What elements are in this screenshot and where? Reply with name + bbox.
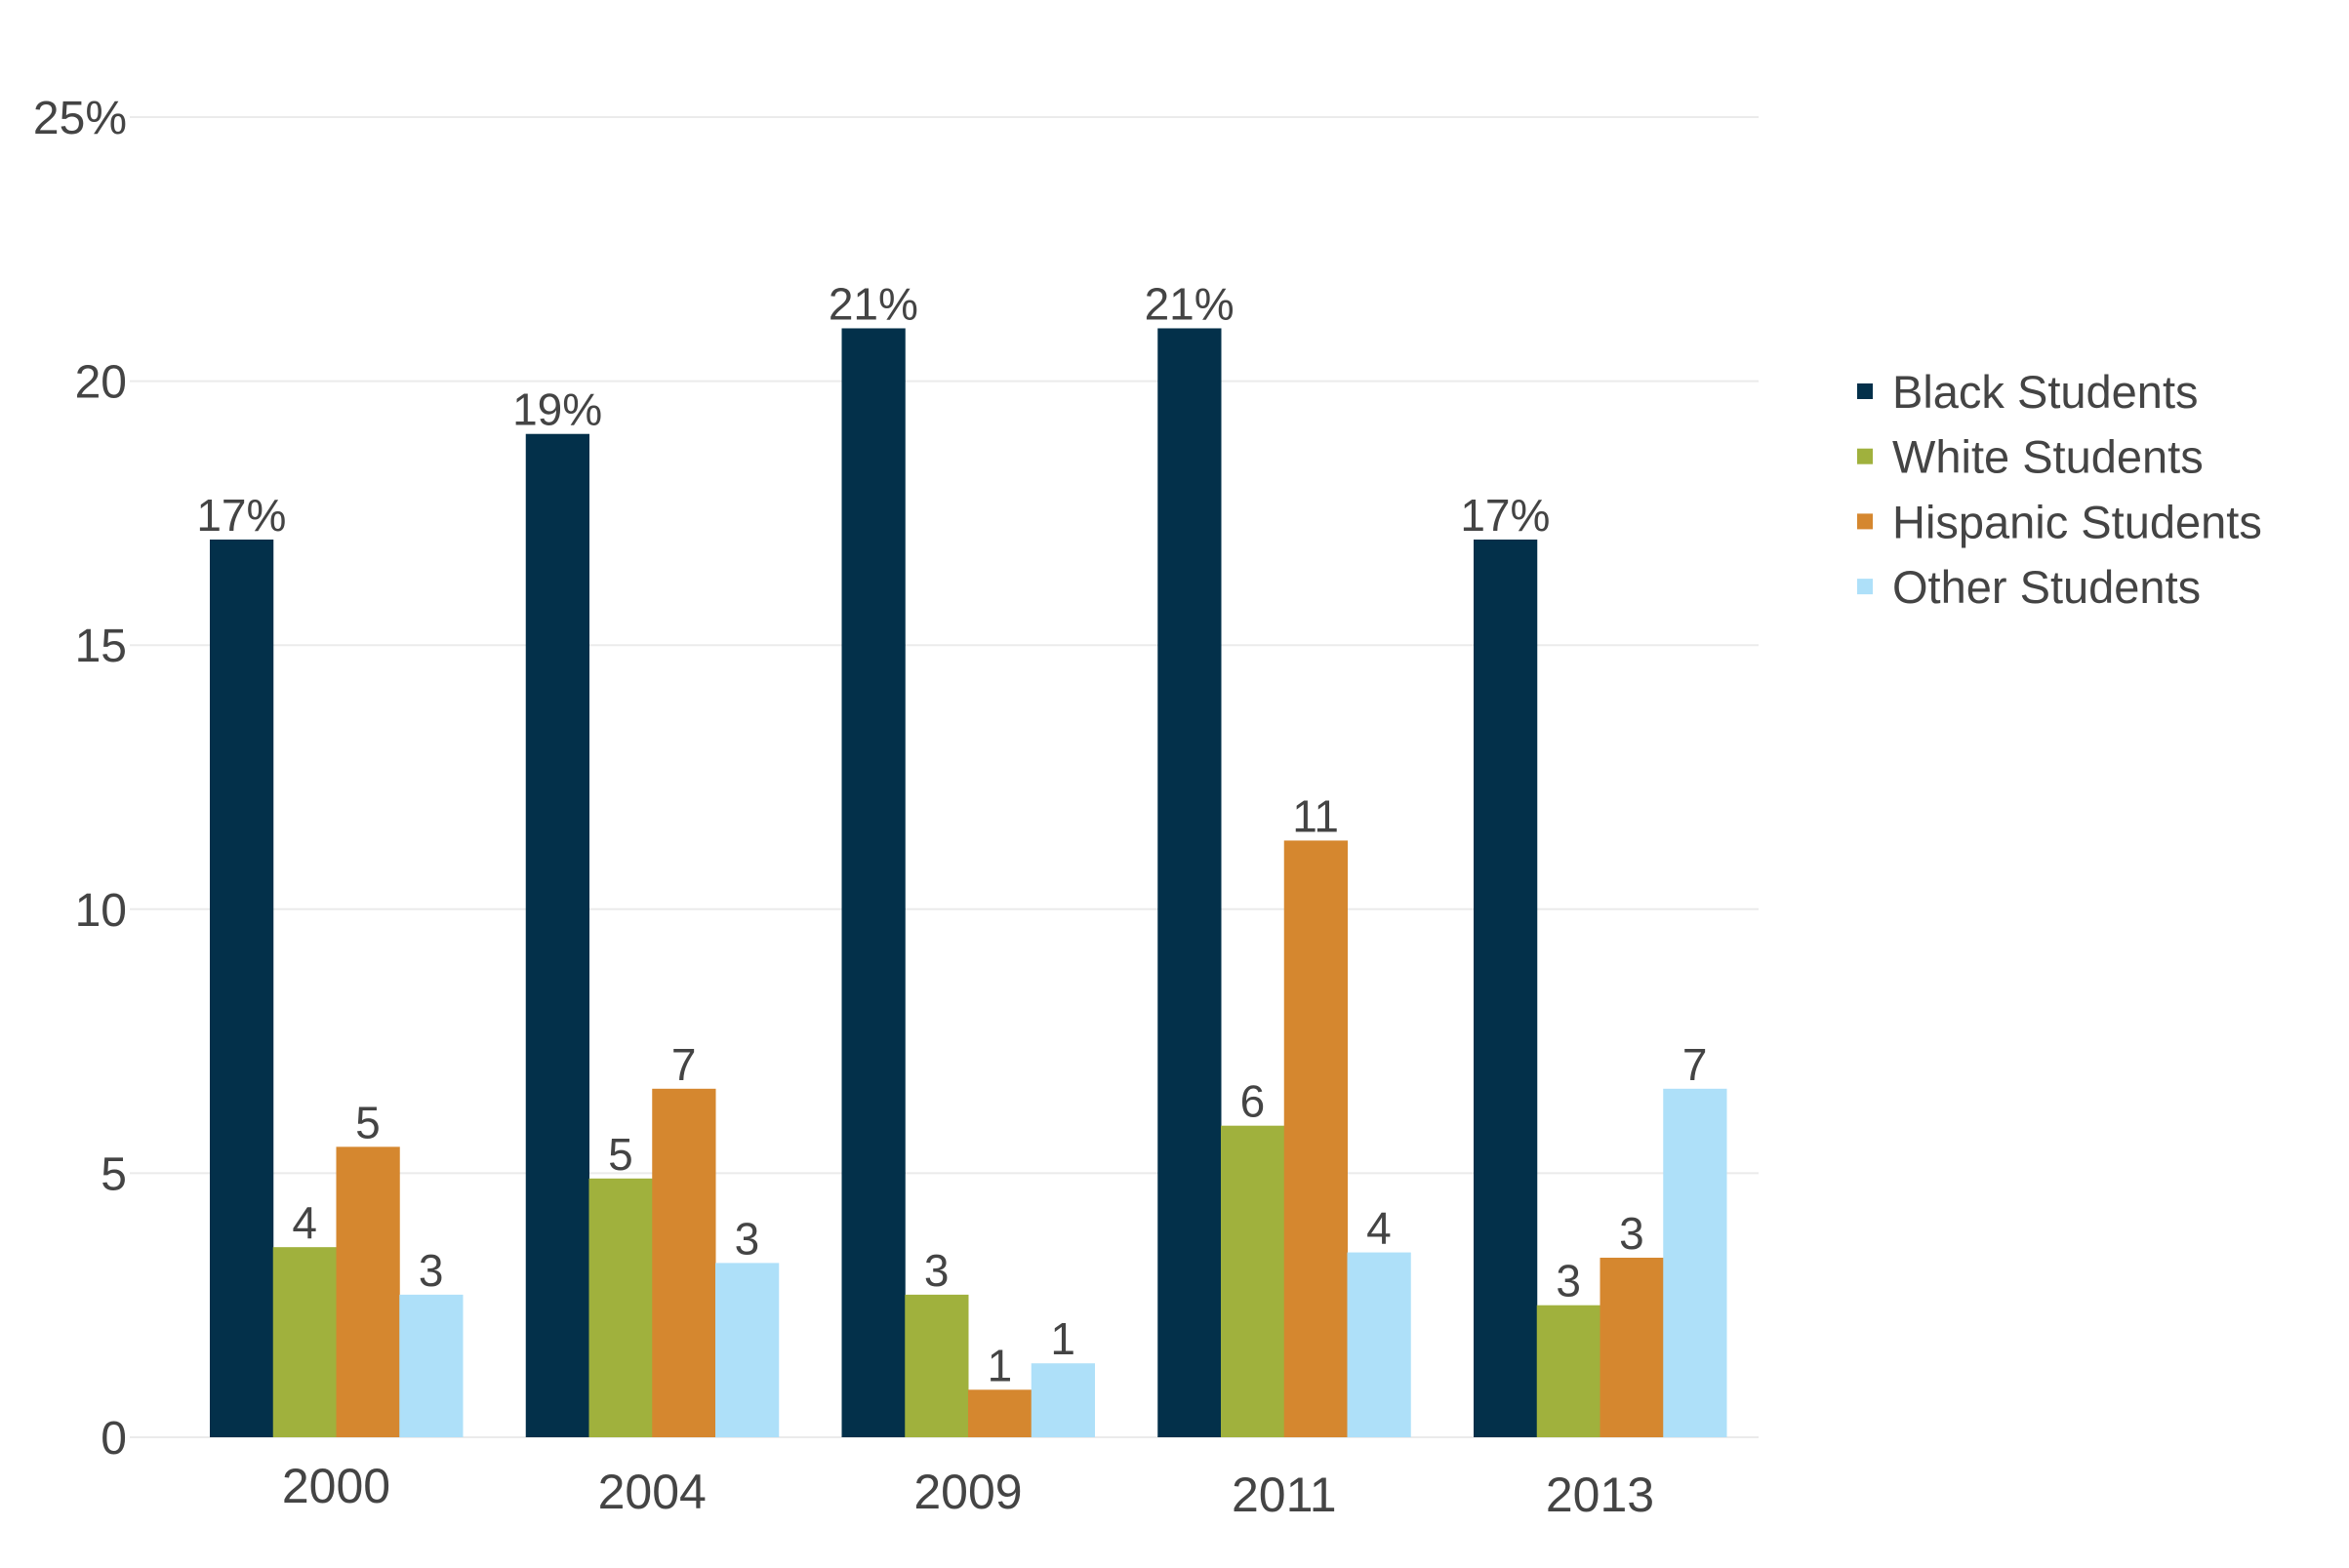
bars: [210, 328, 1727, 1438]
data-label: 21%: [829, 278, 918, 329]
data-label: 3: [924, 1245, 950, 1296]
data-label: 7: [1682, 1039, 1708, 1090]
data-label: 1: [988, 1340, 1013, 1390]
bar-hispanic-students: [968, 1389, 1033, 1437]
legend-item: Black Students: [1857, 366, 2199, 418]
bar-white-students: [905, 1294, 969, 1437]
data-label: 21%: [1145, 278, 1235, 329]
data-label: 6: [1240, 1076, 1266, 1127]
x-category-label: 2011: [1232, 1467, 1337, 1522]
data-label: 5: [608, 1129, 633, 1180]
bar-hispanic-students: [1600, 1257, 1664, 1437]
bar-other-students: [1347, 1252, 1411, 1437]
data-label: 11: [1292, 790, 1339, 841]
y-tick-label: 10: [75, 885, 127, 937]
y-axis-tick-labels: 0 5 10 15 20 25%: [33, 93, 127, 1465]
legend-swatch-icon: [1857, 513, 1873, 530]
bar-hispanic-students: [652, 1088, 716, 1437]
bar-other-students: [399, 1294, 464, 1437]
y-tick-label: 0: [101, 1413, 127, 1465]
data-label: 3: [735, 1213, 760, 1264]
bar-black-students: [841, 328, 906, 1438]
legend-label: Black Students: [1892, 366, 2199, 418]
bar-white-students: [588, 1178, 653, 1437]
legend-label: Hispanic Students: [1892, 496, 2262, 547]
bar-hispanic-students: [336, 1146, 400, 1437]
bar-hispanic-students: [1283, 840, 1348, 1437]
legend-swatch-icon: [1857, 448, 1873, 464]
x-axis-category-labels: 2000 2004 2009 2011 2013: [282, 1459, 1654, 1522]
data-label: 4: [1366, 1203, 1392, 1254]
y-tick-label: 25%: [33, 93, 127, 144]
legend-label: Other Students: [1892, 561, 2201, 613]
data-label: 1: [1050, 1313, 1075, 1364]
bar-white-students: [272, 1247, 337, 1437]
data-label: 3: [1619, 1208, 1644, 1259]
bar-other-students: [1031, 1363, 1095, 1437]
bar-other-students: [1663, 1088, 1727, 1437]
data-label: 4: [292, 1197, 317, 1248]
legend-label: White Students: [1892, 431, 2204, 483]
data-label: 17%: [1460, 490, 1550, 541]
data-label: 3: [1556, 1256, 1581, 1307]
data-label: 7: [671, 1039, 697, 1090]
data-label: 17%: [196, 490, 286, 541]
data-label: 19%: [512, 384, 602, 435]
legend: Black Students White Students Hispanic Stu…: [1857, 366, 2262, 613]
bar-white-students: [1536, 1305, 1600, 1437]
legend-item: White Students: [1857, 431, 2204, 483]
bar-black-students: [525, 433, 589, 1438]
x-category-label: 2009: [913, 1465, 1022, 1519]
data-label: 5: [355, 1097, 381, 1147]
x-category-label: 2013: [1546, 1467, 1654, 1522]
data-label: 3: [419, 1245, 444, 1296]
bar-white-students: [1221, 1125, 1285, 1437]
bar-black-students: [1157, 328, 1222, 1438]
y-tick-label: 20: [75, 357, 127, 409]
legend-item: Other Students: [1857, 561, 2201, 613]
x-category-label: 2004: [598, 1465, 707, 1519]
bar-black-students: [1474, 539, 1538, 1437]
legend-swatch-icon: [1857, 383, 1873, 399]
y-tick-label: 15: [75, 621, 127, 672]
bar-other-students: [715, 1263, 780, 1437]
bar-black-students: [210, 539, 274, 1437]
x-category-label: 2000: [282, 1459, 390, 1513]
legend-item: Hispanic Students: [1857, 496, 2262, 547]
y-tick-label: 5: [101, 1148, 127, 1200]
legend-swatch-icon: [1857, 579, 1873, 595]
